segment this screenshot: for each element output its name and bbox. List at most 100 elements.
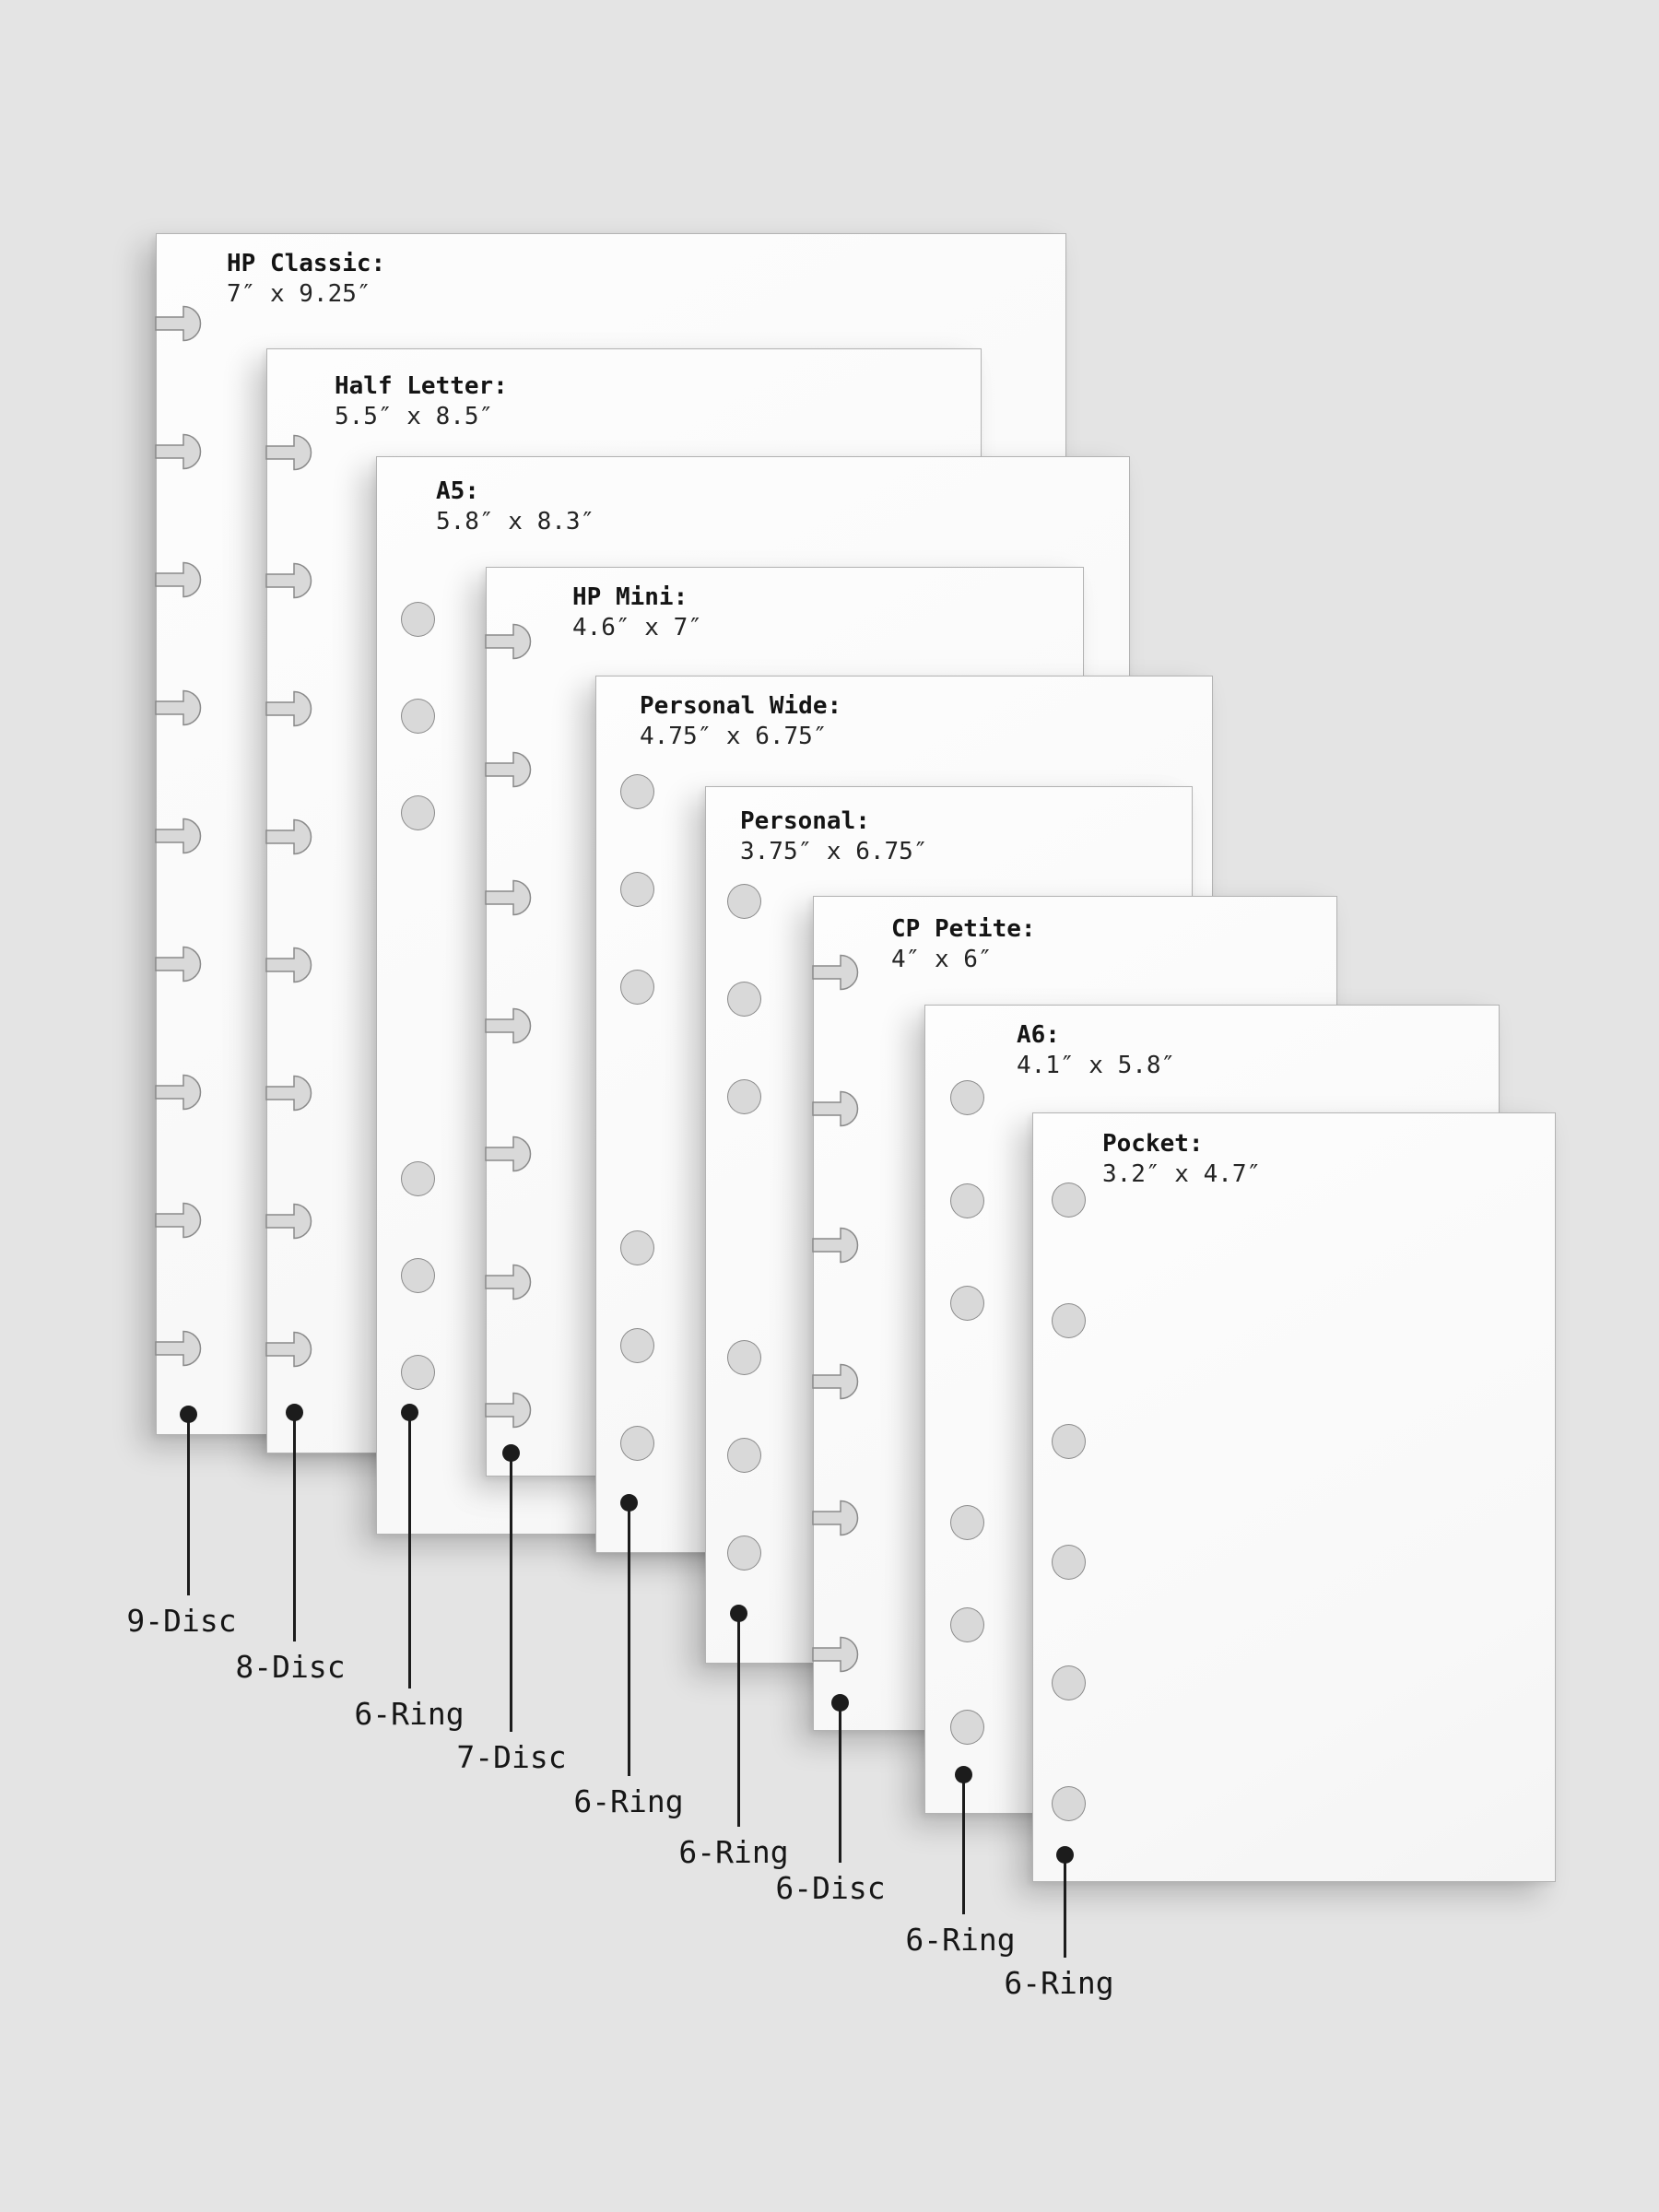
ring-hole-icon [400, 602, 435, 637]
ring-hole-icon [949, 1080, 984, 1115]
page-title: Half Letter: [335, 372, 508, 400]
ring-hole-icon [400, 699, 435, 734]
page-title: HP Mini: [572, 583, 688, 611]
page-header: A5: 5.8″ x 8.3″ [436, 477, 594, 537]
page-title: Personal Wide: [640, 692, 842, 720]
disc-punch-icon [485, 623, 532, 660]
page-sheet-9: Pocket: 3.2″ x 4.7″ [1032, 1112, 1556, 1882]
binding-label: 6-Ring [678, 1834, 789, 1870]
binding-label: 9-Disc [126, 1603, 237, 1639]
disc-punch-icon [812, 1636, 859, 1673]
disc-punch-icon [155, 305, 202, 342]
disc-punch-icon [265, 690, 312, 727]
ring-hole-icon [1051, 1182, 1086, 1218]
disc-punch-icon [265, 1075, 312, 1112]
binding-label: 8-Disc [235, 1649, 346, 1685]
binding-label: 6-Ring [1004, 1965, 1114, 2001]
disc-punch-icon [265, 562, 312, 599]
ring-hole-icon [400, 1258, 435, 1293]
page-dimensions: 5.8″ x 8.3″ [436, 508, 595, 535]
disc-punch-icon [265, 818, 312, 855]
page-header: HP Mini: 4.6″ x 7″ [572, 582, 702, 643]
ring-hole-icon [619, 1328, 654, 1363]
page-title: HP Classic: [227, 250, 386, 277]
ring-hole-icon [400, 1161, 435, 1196]
ring-hole-icon [726, 1535, 761, 1571]
ring-hole-icon [949, 1607, 984, 1642]
page-header: Half Letter: 5.5″ x 8.5″ [335, 371, 508, 432]
disc-punch-icon [812, 1500, 859, 1536]
page-dimensions: 4.6″ x 7″ [572, 614, 702, 641]
page-title: A6: [1017, 1021, 1060, 1049]
callout-dot-icon [1055, 1845, 1074, 1864]
ring-hole-icon [619, 1230, 654, 1265]
disc-punch-icon [265, 434, 312, 471]
binding-label: 6-Ring [905, 1922, 1016, 1958]
page-title: CP Petite: [891, 915, 1036, 943]
disc-punch-icon [485, 751, 532, 788]
callout-line [292, 1412, 296, 1641]
ring-hole-icon [619, 1426, 654, 1461]
disc-punch-icon [812, 954, 859, 991]
callout-line [407, 1412, 411, 1688]
callout-dot-icon [501, 1443, 520, 1462]
ring-hole-icon [949, 1286, 984, 1321]
disc-punch-icon [485, 879, 532, 916]
binding-label: 6-Disc [775, 1870, 886, 1906]
ring-hole-icon [949, 1505, 984, 1540]
callout-line [838, 1702, 841, 1863]
callout-dot-icon [179, 1405, 197, 1423]
disc-punch-icon [812, 1227, 859, 1264]
page-dimensions: 4″ x 6″ [891, 946, 993, 973]
page-header: CP Petite: 4″ x 6″ [891, 914, 1036, 975]
ring-hole-icon [619, 774, 654, 809]
ring-hole-icon [949, 1710, 984, 1745]
callout-dot-icon [729, 1604, 747, 1622]
disc-punch-icon [485, 1007, 532, 1044]
disc-punch-icon [265, 1331, 312, 1368]
disc-punch-icon [485, 1135, 532, 1172]
disc-punch-icon [155, 946, 202, 982]
page-title: Personal: [740, 807, 870, 835]
page-header: Pocket: 3.2″ x 4.7″ [1102, 1129, 1261, 1190]
callout-line [1063, 1854, 1066, 1958]
ring-hole-icon [1051, 1424, 1086, 1459]
page-header: HP Classic: 7″ x 9.25″ [227, 249, 385, 310]
disc-punch-icon [265, 947, 312, 983]
callout-line [186, 1414, 190, 1595]
ring-hole-icon [619, 872, 654, 907]
page-dimensions: 7″ x 9.25″ [227, 280, 371, 308]
disc-punch-icon [155, 1330, 202, 1367]
disc-punch-icon [155, 1074, 202, 1111]
binding-label: 6-Ring [573, 1783, 684, 1819]
page-dimensions: 3.75″ x 6.75″ [740, 838, 928, 865]
ring-hole-icon [726, 982, 761, 1017]
page-dimensions: 4.75″ x 6.75″ [640, 723, 828, 750]
callout-dot-icon [285, 1403, 303, 1421]
disc-punch-icon [155, 818, 202, 854]
callout-line [627, 1502, 630, 1776]
disc-punch-icon [485, 1264, 532, 1300]
ring-hole-icon [949, 1183, 984, 1218]
page-title: A5: [436, 477, 479, 505]
ring-hole-icon [726, 884, 761, 919]
callout-dot-icon [830, 1693, 849, 1712]
callout-dot-icon [619, 1493, 638, 1512]
disc-punch-icon [155, 561, 202, 598]
page-header: A6: 4.1″ x 5.8″ [1017, 1020, 1175, 1081]
ring-hole-icon [1051, 1665, 1086, 1700]
page-header: Personal Wide: 4.75″ x 6.75″ [640, 691, 841, 752]
callout-dot-icon [400, 1403, 418, 1421]
ring-hole-icon [400, 795, 435, 830]
ring-hole-icon [1051, 1303, 1086, 1338]
callout-dot-icon [954, 1765, 972, 1783]
ring-hole-icon [400, 1355, 435, 1390]
disc-punch-icon [155, 1202, 202, 1239]
ring-hole-icon [726, 1438, 761, 1473]
ring-hole-icon [1051, 1786, 1086, 1821]
binding-label: 6-Ring [354, 1696, 465, 1732]
disc-punch-icon [155, 433, 202, 470]
ring-hole-icon [1051, 1545, 1086, 1580]
disc-punch-icon [485, 1392, 532, 1429]
